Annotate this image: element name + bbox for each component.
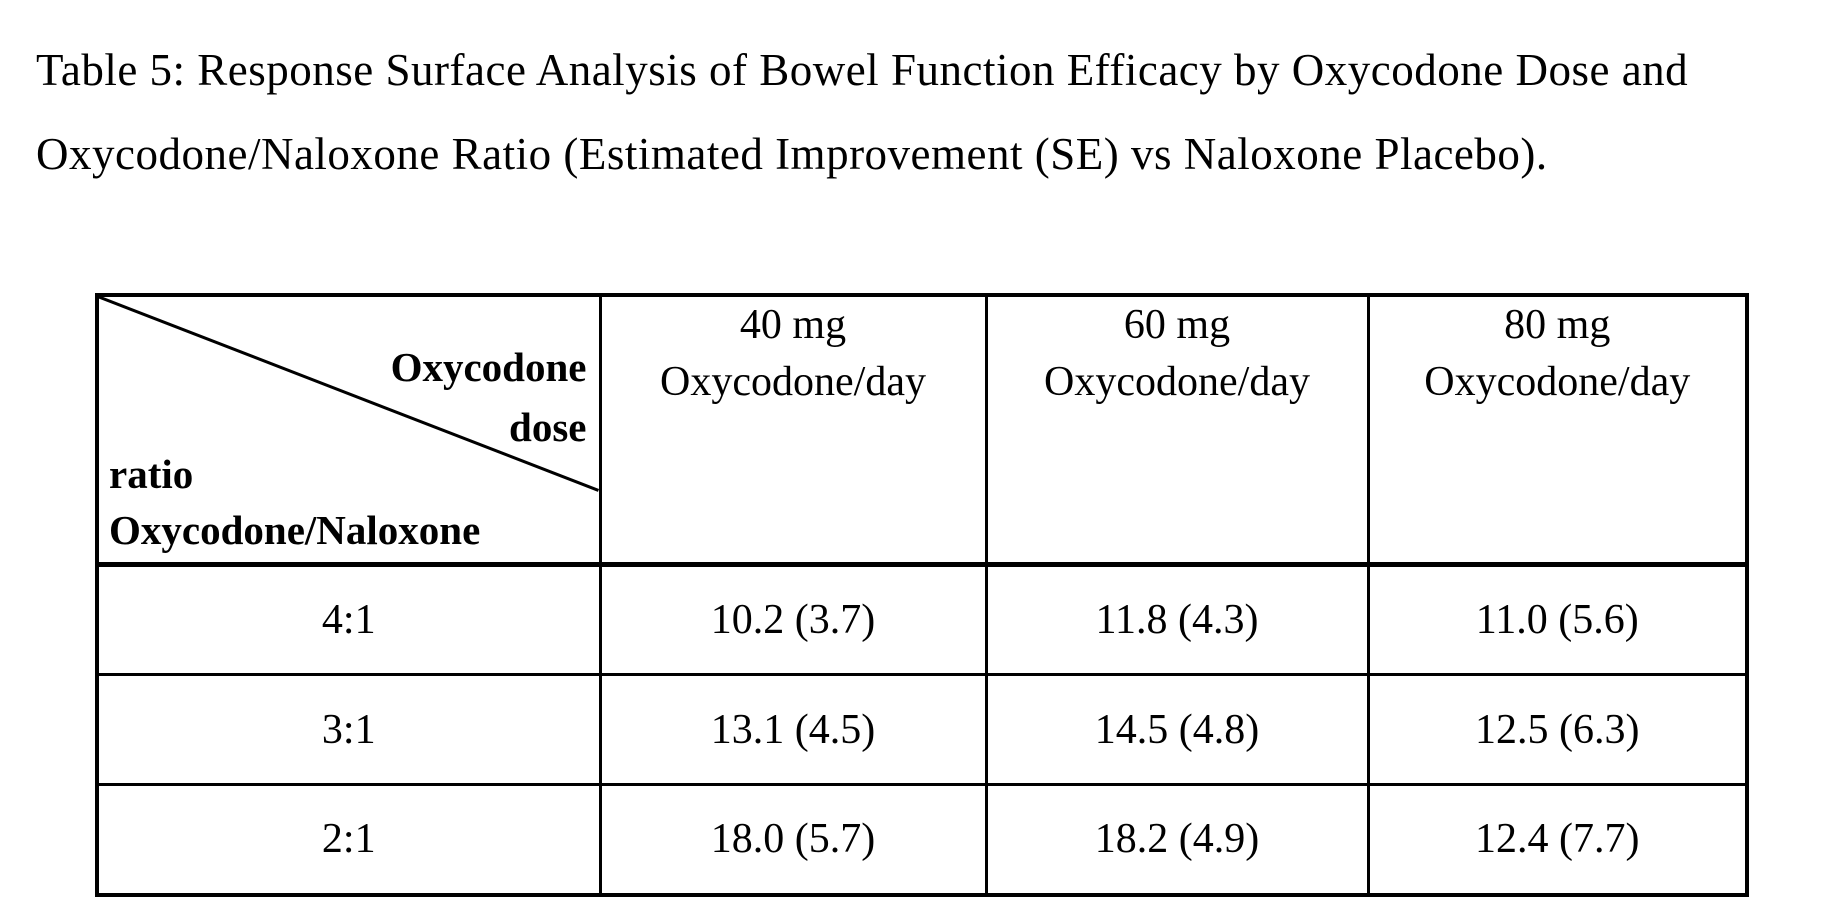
column-header-dose: 40 mg [739, 302, 847, 348]
column-header-dose: 60 mg [1123, 302, 1231, 348]
value-cell: 11.0 (5.6) [1366, 563, 1749, 676]
corner-cell-content: Oxycodone dose ratio Oxycodone/Naloxone [99, 297, 599, 562]
value-cell: 10.2 (3.7) [598, 563, 988, 676]
value-cell: 14.5 (4.8) [984, 673, 1370, 786]
column-header-unit: Oxycodone/day [1424, 359, 1691, 405]
column-header-60mg: 60 mg Oxycodone/day [984, 293, 1370, 566]
column-header-80mg: 80 mg Oxycodone/day [1366, 293, 1749, 566]
row-axis-label-line-1: ratio [109, 451, 194, 497]
table-caption-line-2: Oxycodone/Naloxone Ratio (Estimated Impr… [36, 129, 1548, 179]
value-cell: 11.8 (4.3) [984, 563, 1370, 676]
value-cell: 18.2 (4.9) [984, 783, 1370, 896]
table-caption: Table 5: Response Surface Analysis of Bo… [36, 28, 1836, 196]
ratio-cell-3-1: 3:1 [95, 673, 602, 786]
table-row: 2:1 18.0 (5.7) 18.2 (4.9) 12.4 (7.7) [95, 783, 1749, 896]
row-axis-label: ratio Oxycodone/Naloxone [109, 446, 480, 558]
column-axis-label-line-2: dose [509, 404, 587, 450]
response-surface-table: Oxycodone dose ratio Oxycodone/Naloxone … [95, 293, 1749, 897]
corner-header-cell: Oxycodone dose ratio Oxycodone/Naloxone [95, 293, 602, 566]
diagonal-divider-line [99, 297, 599, 492]
value-cell: 13.1 (4.5) [598, 673, 988, 786]
table-row: 4:1 10.2 (3.7) 11.8 (4.3) 11.0 (5.6) [95, 563, 1749, 676]
column-header-unit: Oxycodone/day [660, 359, 926, 405]
value-cell: 12.4 (7.7) [1366, 783, 1749, 896]
column-header-dose: 80 mg [1504, 302, 1611, 348]
table-row: 3:1 13.1 (4.5) 14.5 (4.8) 12.5 (6.3) [95, 673, 1749, 786]
column-header-40mg: 40 mg Oxycodone/day [598, 293, 988, 566]
value-cell: 12.5 (6.3) [1366, 673, 1749, 786]
column-axis-label: Oxycodone dose [391, 337, 587, 457]
column-axis-label-line-1: Oxycodone [390, 344, 587, 390]
row-axis-label-line-2: Oxycodone/Naloxone [109, 507, 481, 553]
ratio-cell-2-1: 2:1 [95, 783, 602, 896]
column-header-unit: Oxycodone/day [1044, 359, 1310, 405]
table-caption-line-1: Table 5: Response Surface Analysis of Bo… [36, 45, 1689, 95]
ratio-cell-4-1: 4:1 [95, 563, 602, 676]
value-cell: 18.0 (5.7) [598, 783, 988, 896]
header-row: Oxycodone dose ratio Oxycodone/Naloxone … [95, 293, 1749, 566]
